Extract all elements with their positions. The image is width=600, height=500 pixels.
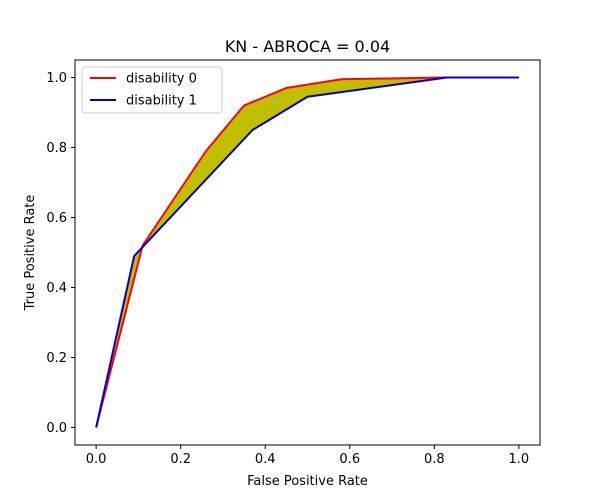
axis-ticks: 0.0 0.2 0.4 0.6 0.8 1.0 0.0 0.2 0.4 0.6 0.8 1.0 [46,71,529,467]
legend-label-disability-0: disability 0 [126,72,197,87]
y-tick-label: 0.0 [46,421,67,436]
x-tick-label: 1.0 [509,452,530,467]
y-tick-label: 1.0 [46,71,67,86]
y-tick-label: 0.4 [46,281,67,296]
x-tick-label: 0.0 [86,452,107,467]
y-axis-label: True Positive Rate [23,195,38,312]
legend-box [81,66,223,114]
series-line-disability-1 [95,76,519,428]
series-line-disability-0 [95,76,519,428]
x-axis-label: False Positive Rate [247,474,368,489]
y-tick-label: 0.6 [46,211,67,226]
x-tick-label: 0.8 [424,452,445,467]
y-tick-label: 0.8 [46,141,67,156]
y-tick-label: 0.2 [46,351,67,366]
plot-area [95,76,519,428]
x-tick-label: 0.2 [170,452,191,467]
legend: disability 0 disability 1 [81,66,223,114]
plot-frame [74,59,541,446]
x-tick-label: 0.6 [339,452,360,467]
chart-title: KN - ABROCA = 0.04 [225,37,390,56]
abroca-fill-region [96,77,519,428]
legend-label-disability-1: disability 1 [126,94,197,109]
x-tick-label: 0.4 [255,452,276,467]
